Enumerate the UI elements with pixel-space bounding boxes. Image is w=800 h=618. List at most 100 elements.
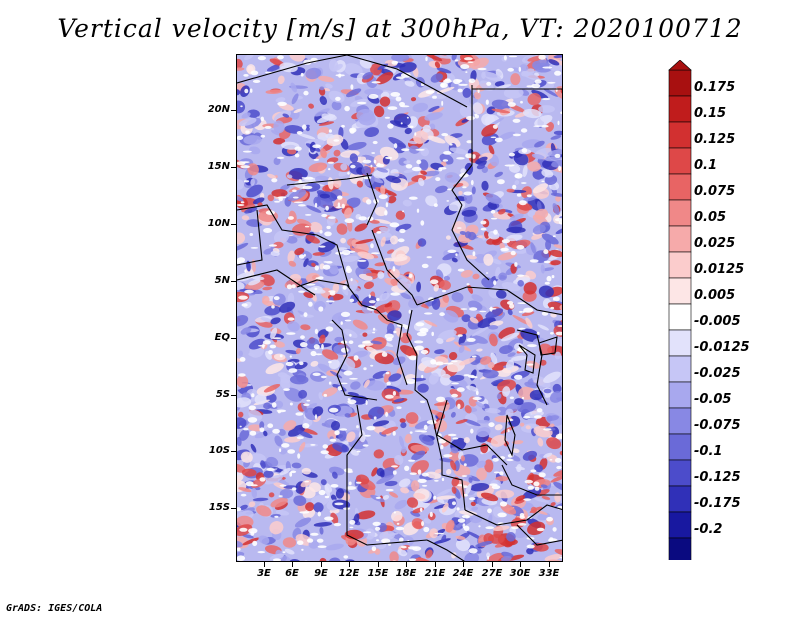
velocity-cell-neutral xyxy=(363,531,372,534)
velocity-cell-neutral xyxy=(523,415,531,419)
velocity-cell xyxy=(465,483,472,495)
velocity-cell-neutral xyxy=(536,527,545,532)
map-panel xyxy=(236,54,563,562)
velocity-cell-neutral xyxy=(349,298,355,303)
velocity-cell-neutral xyxy=(426,420,437,425)
velocity-cell-neutral xyxy=(554,153,561,158)
velocity-cell xyxy=(554,300,562,308)
velocity-cell xyxy=(531,89,549,100)
velocity-cell xyxy=(417,238,427,247)
velocity-cell xyxy=(470,57,489,70)
velocity-cell-neutral xyxy=(543,249,549,255)
velocity-cell xyxy=(286,148,297,155)
velocity-cell xyxy=(471,326,489,337)
velocity-cell-neutral xyxy=(325,326,334,332)
velocity-cell-neutral xyxy=(424,312,433,315)
velocity-cell xyxy=(532,183,548,194)
velocity-cell xyxy=(471,186,476,195)
velocity-cell-neutral xyxy=(323,393,328,397)
velocity-cell xyxy=(476,348,483,352)
velocity-cell xyxy=(328,90,345,103)
velocity-cell-neutral xyxy=(529,259,539,263)
velocity-cell xyxy=(468,477,473,483)
velocity-cell-neutral xyxy=(401,148,410,152)
velocity-cell xyxy=(494,84,512,90)
velocity-cell xyxy=(259,421,265,430)
velocity-cell-neutral xyxy=(371,152,376,154)
velocity-cell-neutral xyxy=(466,116,475,121)
velocity-cell-neutral xyxy=(506,418,514,422)
colorbar-label-0.125: 0.125 xyxy=(694,132,736,147)
velocity-cell-neutral xyxy=(472,396,482,401)
velocity-cell-neutral xyxy=(297,453,301,459)
velocity-cell xyxy=(258,535,270,545)
velocity-cell-neutral xyxy=(337,195,343,200)
velocity-cell-neutral xyxy=(474,113,478,116)
velocity-cell xyxy=(491,108,511,114)
velocity-cell-neutral xyxy=(400,122,403,125)
velocity-cell xyxy=(480,492,499,502)
velocity-cell xyxy=(387,195,397,204)
velocity-cell xyxy=(537,324,549,331)
velocity-cell-neutral xyxy=(238,373,246,377)
velocity-cell-neutral xyxy=(385,488,394,492)
velocity-cell xyxy=(460,455,466,462)
velocity-cell-neutral xyxy=(238,295,248,300)
velocity-cell-neutral xyxy=(406,116,409,119)
velocity-cell-neutral xyxy=(349,519,356,525)
velocity-cell xyxy=(279,448,288,455)
velocity-cell-neutral xyxy=(347,399,357,405)
velocity-cell-neutral xyxy=(287,449,296,454)
velocity-cell-neutral xyxy=(434,532,444,535)
velocity-cell xyxy=(318,121,335,126)
colorbar-label-0.05: 0.05 xyxy=(694,210,727,225)
velocity-cell-neutral xyxy=(312,372,321,376)
velocity-cell xyxy=(475,540,493,548)
velocity-cell xyxy=(442,294,450,303)
velocity-cell-neutral xyxy=(314,265,319,271)
velocity-cell-neutral xyxy=(456,387,465,392)
velocity-cell xyxy=(316,195,334,210)
velocity-cell xyxy=(506,188,515,193)
velocity-cell xyxy=(522,165,528,178)
velocity-cell-neutral xyxy=(415,148,425,151)
velocity-cell xyxy=(319,96,328,105)
velocity-cell-neutral xyxy=(420,400,426,404)
velocity-cell-neutral xyxy=(443,151,452,155)
velocity-cell xyxy=(494,424,503,431)
velocity-cell xyxy=(525,317,533,329)
velocity-cell-neutral xyxy=(558,220,562,225)
velocity-cell xyxy=(511,355,527,361)
velocity-cell-neutral xyxy=(375,526,381,531)
velocity-cell xyxy=(554,549,562,557)
velocity-cell-neutral xyxy=(409,472,417,476)
velocity-cell-neutral xyxy=(541,180,545,183)
velocity-cell-neutral xyxy=(378,194,388,200)
colorbar-label-0.025: 0.025 xyxy=(694,236,736,251)
velocity-cell-neutral xyxy=(423,424,428,431)
velocity-cell-neutral xyxy=(320,375,327,379)
lon-tick xyxy=(549,562,550,567)
velocity-cell-neutral xyxy=(334,502,344,506)
velocity-cell-neutral xyxy=(370,364,374,367)
velocity-cell xyxy=(358,112,376,126)
velocity-cell-neutral xyxy=(310,532,319,536)
velocity-cell-neutral xyxy=(417,478,427,483)
velocity-cell xyxy=(376,72,394,85)
velocity-cell-neutral xyxy=(279,448,282,453)
velocity-cell-neutral xyxy=(460,308,468,310)
velocity-cell xyxy=(512,314,530,326)
velocity-cell xyxy=(294,247,305,256)
velocity-cell-neutral xyxy=(543,428,552,431)
velocity-cell xyxy=(513,152,529,166)
velocity-cell xyxy=(472,102,483,115)
velocity-cell xyxy=(273,137,286,145)
velocity-cell-neutral xyxy=(347,171,350,175)
velocity-cell-neutral xyxy=(364,434,371,437)
colorbar-segment xyxy=(668,277,692,305)
velocity-cell xyxy=(321,423,326,427)
velocity-cell xyxy=(515,495,526,502)
velocity-cell xyxy=(498,272,508,281)
velocity-cell-neutral xyxy=(385,202,389,208)
velocity-cell-neutral xyxy=(409,431,413,434)
